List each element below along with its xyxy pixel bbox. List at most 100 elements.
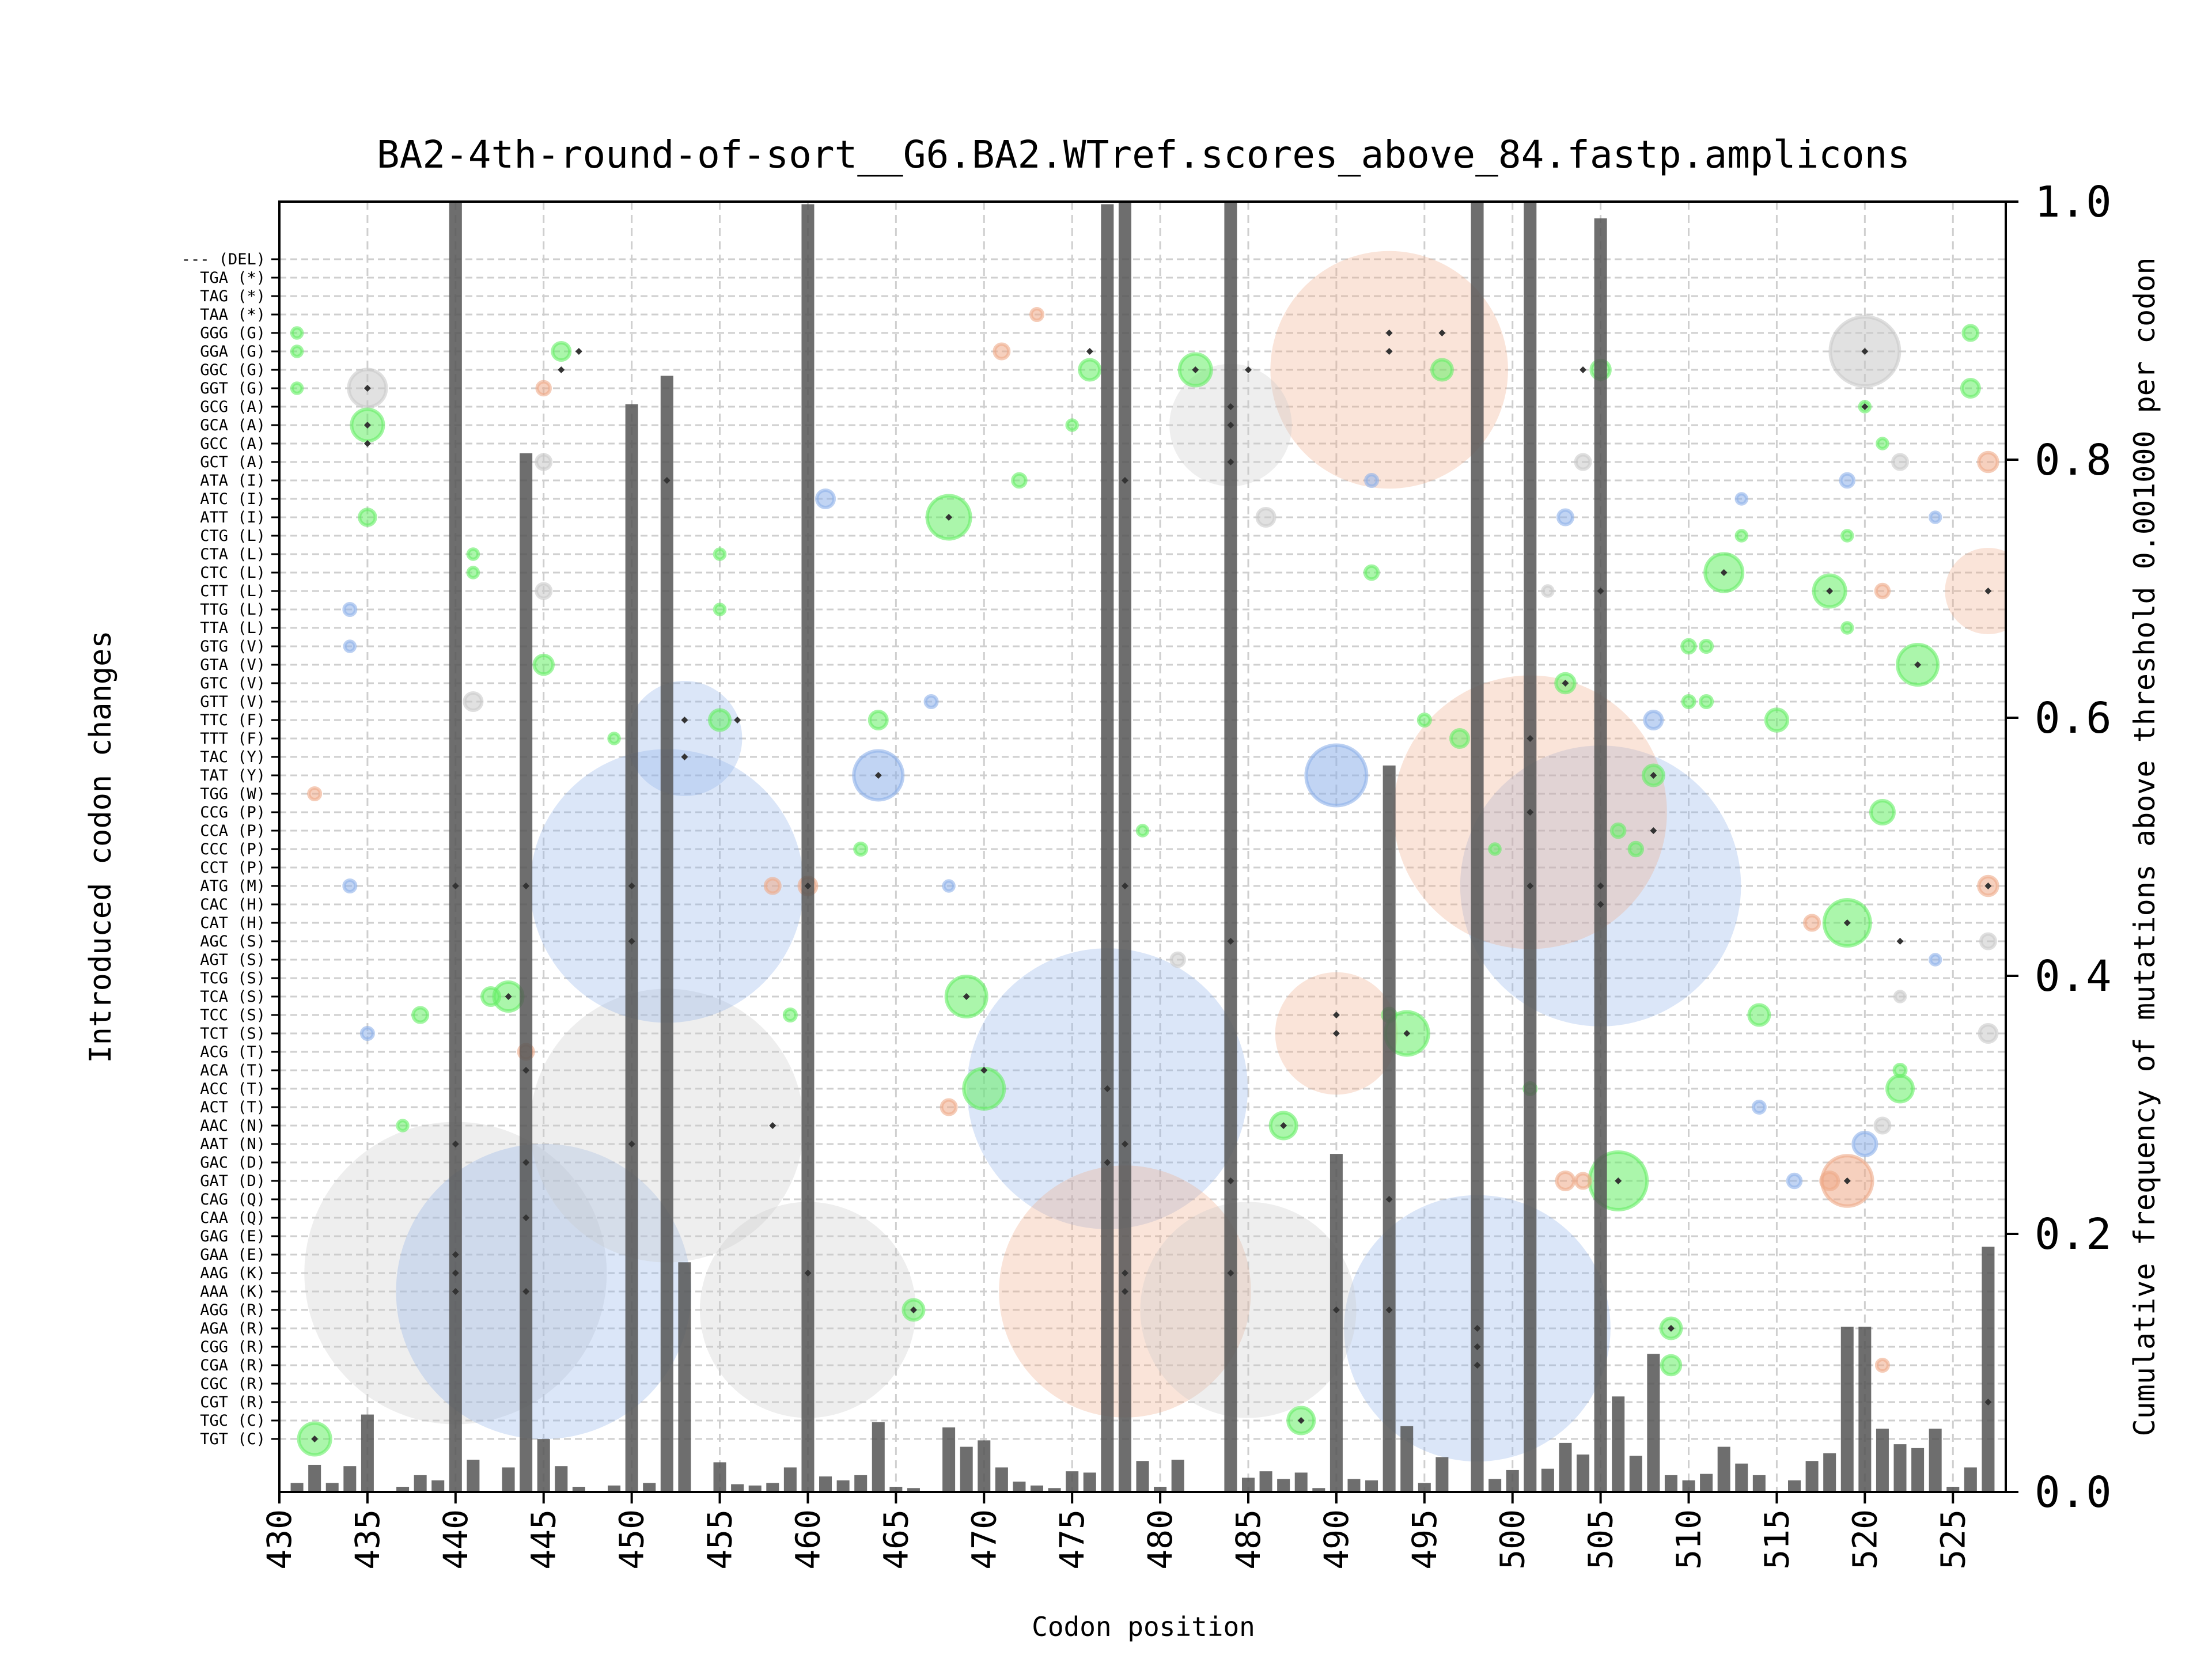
frequency-bar — [995, 1467, 1008, 1492]
mutation-dot — [452, 1270, 459, 1277]
bubble — [1078, 358, 1102, 382]
plot-frame — [278, 200, 2007, 1493]
bubble — [962, 1067, 1006, 1111]
mutation-dot — [1086, 348, 1093, 355]
mutation-dot — [963, 993, 970, 1000]
frequency-bar — [1154, 1487, 1167, 1492]
mutation-dot — [1438, 329, 1446, 336]
category-label: CTC (L) — [200, 564, 266, 582]
bubble — [1819, 1171, 1840, 1191]
frequency-bar — [1048, 1488, 1061, 1492]
bubble — [1892, 1063, 1908, 1078]
bubble — [1643, 710, 1664, 730]
mutation-dot — [522, 1288, 530, 1295]
bubble — [1660, 1354, 1683, 1377]
bubble — [713, 603, 727, 616]
mutation-dot — [910, 1306, 917, 1313]
x-tick-label: 520 — [1845, 1509, 1884, 1570]
frequency-bar — [1982, 1247, 1995, 1492]
bubble — [1065, 418, 1079, 432]
bubble — [480, 986, 501, 1007]
bubble — [868, 710, 889, 730]
category-label: CGC (R) — [200, 1375, 266, 1393]
x-tick-label: 490 — [1317, 1509, 1356, 1570]
bubble — [1488, 842, 1502, 856]
category-label: CGA (R) — [200, 1357, 266, 1374]
x-tick-label: 480 — [1141, 1509, 1180, 1570]
category-label: GTA (V) — [200, 656, 266, 674]
frequency-bar — [907, 1488, 920, 1492]
mutation-dot — [1861, 403, 1869, 410]
bubble — [1416, 713, 1432, 728]
frequency-bar — [1471, 202, 1484, 1492]
x-tick-label: 450 — [612, 1509, 652, 1570]
frequency-bar — [449, 202, 462, 1492]
category-label: GGG (G) — [200, 324, 266, 342]
category-label: TAA (*) — [200, 306, 266, 324]
bubble — [1681, 694, 1696, 709]
frequency-bar — [1911, 1448, 1925, 1492]
mutation-dot — [1667, 1325, 1675, 1332]
bubble — [1747, 1003, 1771, 1027]
mutation-dot — [1227, 1270, 1234, 1277]
bubble — [627, 681, 743, 796]
mutation-dot — [452, 1141, 459, 1147]
bubble — [411, 1006, 430, 1024]
bubble — [359, 1026, 375, 1041]
category-label: TAG (*) — [200, 287, 266, 305]
bubble — [466, 566, 480, 579]
frequency-bar — [608, 1485, 621, 1492]
frequency-bar — [872, 1422, 885, 1492]
frequency-bar — [537, 1439, 550, 1492]
category-label: TTG (L) — [200, 601, 266, 619]
category-label: CAC (H) — [200, 896, 266, 914]
x-tick-label: 475 — [1052, 1509, 1092, 1570]
x-tick-label: 430 — [260, 1509, 299, 1570]
category-label: TGT (C) — [200, 1430, 266, 1448]
mutation-dot — [1227, 459, 1234, 465]
bubble — [607, 732, 621, 745]
bubble — [396, 1143, 691, 1440]
frequency-bar — [1717, 1446, 1730, 1492]
frequency-bar — [766, 1483, 779, 1492]
bubble — [1430, 358, 1454, 382]
category-label: TGA (*) — [200, 269, 266, 287]
frequency-bar — [1382, 765, 1396, 1492]
bubble — [1945, 548, 2006, 634]
frequency-bar — [1647, 1354, 1660, 1492]
bubble — [993, 342, 1011, 361]
mutation-dot — [1527, 809, 1534, 816]
category-label: CGG (R) — [200, 1338, 266, 1356]
frequency-bar — [1541, 1468, 1554, 1492]
bubble — [1891, 453, 1910, 471]
mutation-dot — [1843, 1177, 1851, 1184]
mutation-dot — [1385, 329, 1393, 336]
frequency-bar — [942, 1427, 956, 1492]
category-label: AGT (S) — [200, 951, 266, 969]
mutation-dot — [1121, 1141, 1128, 1147]
category-label: AAC (N) — [200, 1117, 266, 1135]
frequency-bar — [1330, 1154, 1343, 1492]
bubble — [1839, 472, 1856, 489]
frequency-bar — [1418, 1483, 1431, 1492]
mutation-dot — [522, 1214, 530, 1221]
y-tick-label: 0.0 — [2035, 1468, 2112, 1517]
mutation-dot — [1121, 477, 1128, 484]
frequency-bar — [1312, 1488, 1325, 1492]
category-label: CAA (Q) — [200, 1209, 266, 1227]
bubble — [1574, 1172, 1592, 1190]
bubble — [1699, 694, 1714, 709]
frequency-bar — [1805, 1461, 1819, 1492]
category-label: GGA (G) — [200, 343, 266, 361]
mutation-dot — [452, 1251, 459, 1258]
bubble — [1011, 472, 1028, 489]
frequency-bar — [1735, 1463, 1748, 1492]
frequency-bar — [520, 453, 533, 1492]
bubble — [1135, 824, 1150, 838]
bubble — [782, 1007, 798, 1022]
mutation-dot — [1527, 882, 1534, 889]
frequency-bar — [1294, 1472, 1308, 1492]
y-tick-label: 0.6 — [2035, 694, 2112, 743]
y-axis-left-label: Introduced codon changes — [84, 630, 118, 1063]
category-label: GGT (G) — [200, 380, 266, 397]
